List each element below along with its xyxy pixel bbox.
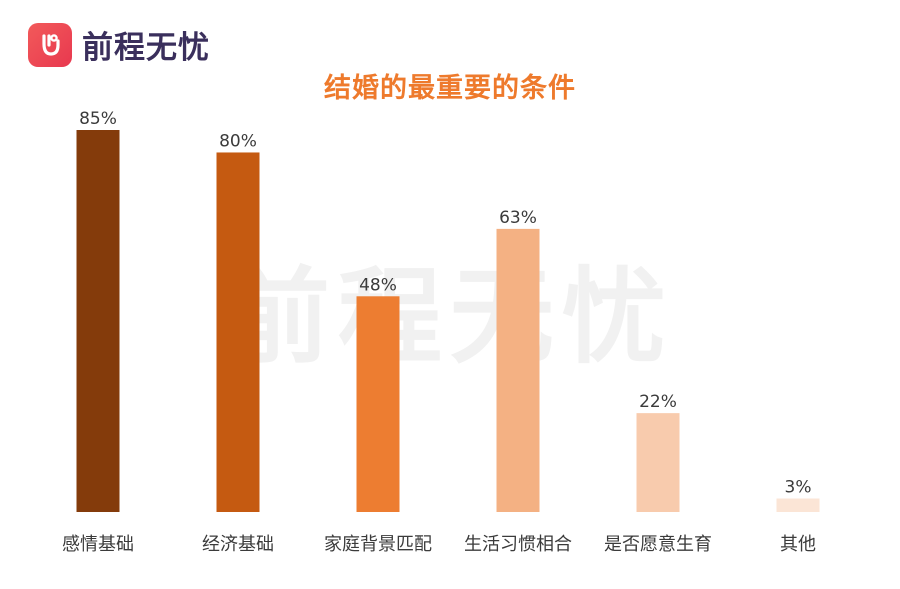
bar — [356, 296, 400, 512]
hand-ok-icon — [28, 22, 72, 67]
bar — [776, 498, 820, 512]
category-label: 其他 — [780, 534, 816, 555]
bar — [216, 152, 260, 512]
bar — [76, 130, 120, 512]
category-label: 感情基础 — [62, 534, 134, 555]
bar — [496, 228, 540, 512]
data-label: 85% — [79, 109, 117, 129]
data-label: 63% — [499, 208, 537, 228]
data-label: 22% — [639, 392, 677, 412]
category-label: 经济基础 — [202, 534, 274, 555]
bar — [636, 413, 680, 512]
brand-name: 前程无忧 — [82, 30, 210, 66]
category-label: 家庭背景匹配 — [324, 534, 432, 555]
data-label: 80% — [219, 131, 257, 151]
category-label: 是否愿意生育 — [604, 534, 712, 555]
chart-title: 结婚的最重要的条件 — [324, 73, 576, 104]
brand-logo: 前程无忧 — [28, 22, 210, 67]
watermark: 前程无忧 — [225, 256, 674, 378]
data-label: 3% — [785, 478, 812, 498]
data-label: 48% — [359, 275, 397, 295]
category-label: 生活习惯相合 — [464, 534, 572, 555]
